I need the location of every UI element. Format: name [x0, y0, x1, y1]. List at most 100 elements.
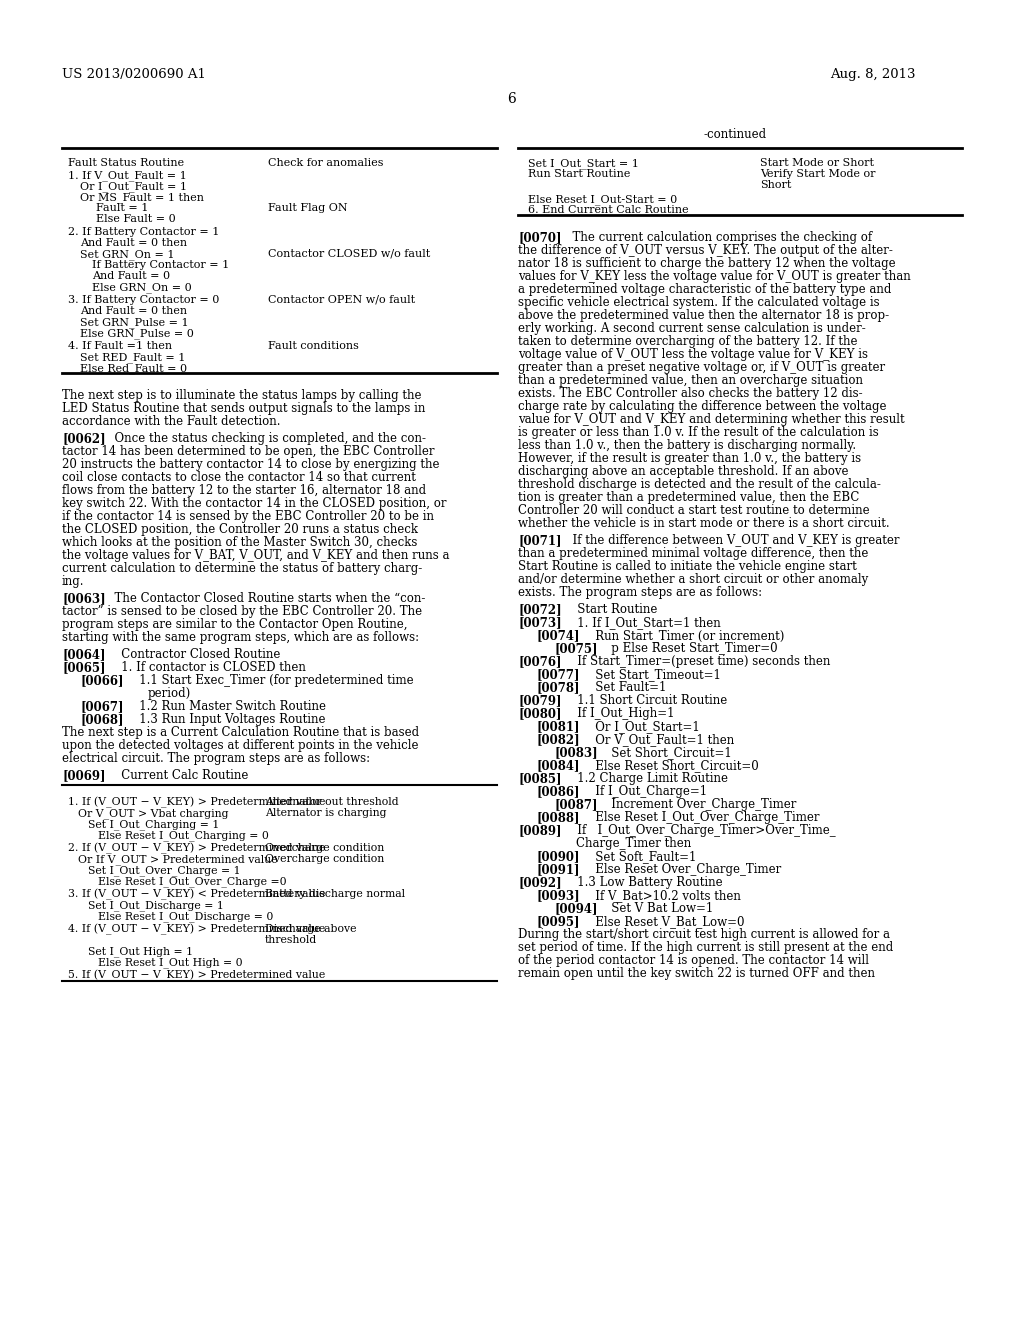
Text: -continued: -continued: [703, 128, 767, 141]
Text: If   I_Out_Over_Charge_Timer>Over_Time_: If I_Out_Over_Charge_Timer>Over_Time_: [566, 824, 836, 837]
Text: 1.3 Low Battery Routine: 1.3 Low Battery Routine: [566, 876, 723, 888]
Text: US 2013/0200690 A1: US 2013/0200690 A1: [62, 69, 206, 81]
Text: Contractor Closed Routine: Contractor Closed Routine: [110, 648, 281, 661]
Text: 6. End Current Calc Routine: 6. End Current Calc Routine: [528, 205, 688, 215]
Text: if the contactor 14 is sensed by the EBC Controller 20 to be in: if the contactor 14 is sensed by the EBC…: [62, 510, 434, 523]
Text: erly working. A second current sense calculation is under-: erly working. A second current sense cal…: [518, 322, 865, 335]
Text: [0062]: [0062]: [62, 432, 105, 445]
Text: Set I_Out High = 1: Set I_Out High = 1: [88, 946, 194, 957]
Text: [0085]: [0085]: [518, 772, 561, 785]
Text: Current Calc Routine: Current Calc Routine: [110, 770, 249, 781]
Text: Else Fault = 0: Else Fault = 0: [96, 214, 176, 224]
Text: exists. The program steps are as follows:: exists. The program steps are as follows…: [518, 586, 762, 599]
Text: 3. If (V_OUT − V_KEY) < Predetermined value: 3. If (V_OUT − V_KEY) < Predetermined va…: [68, 888, 326, 900]
Text: Run Start Routine: Run Start Routine: [528, 169, 631, 180]
Text: 1. If contactor is CLOSED then: 1. If contactor is CLOSED then: [110, 661, 306, 675]
Text: Start Routine: Start Routine: [566, 603, 657, 616]
Text: 1. If (V_OUT − V_KEY) > Predetermined value: 1. If (V_OUT − V_KEY) > Predetermined va…: [68, 797, 326, 808]
Text: p Else Reset Start_Timer=0: p Else Reset Start_Timer=0: [600, 642, 777, 655]
Text: 4. If Fault =1 then: 4. If Fault =1 then: [68, 341, 172, 351]
Text: Or V_Out_Fault=1 then: Or V_Out_Fault=1 then: [584, 733, 734, 746]
Text: [0080]: [0080]: [518, 708, 561, 719]
Text: Set Start_Timeout=1: Set Start_Timeout=1: [584, 668, 721, 681]
Text: [0092]: [0092]: [518, 876, 561, 888]
Text: Else Reset I_Out High = 0: Else Reset I_Out High = 0: [98, 957, 243, 968]
Text: [0081]: [0081]: [536, 719, 580, 733]
Text: 5. If (V_OUT − V_KEY) > Predetermined value: 5. If (V_OUT − V_KEY) > Predetermined va…: [68, 970, 326, 981]
Text: If V_Bat>10.2 volts then: If V_Bat>10.2 volts then: [584, 888, 741, 902]
Text: Else GRN_On = 0: Else GRN_On = 0: [92, 282, 191, 293]
Text: Or MS_Fault = 1 then: Or MS_Fault = 1 then: [80, 191, 204, 203]
Text: If Battery Contactor = 1: If Battery Contactor = 1: [92, 260, 229, 271]
Text: tion is greater than a predetermined value, then the EBC: tion is greater than a predetermined val…: [518, 491, 859, 504]
Text: Set V Bat Low=1: Set V Bat Low=1: [600, 902, 714, 915]
Text: 3. If Battery Contactor = 0: 3. If Battery Contactor = 0: [68, 294, 219, 305]
Text: above the predetermined value then the alternator 18 is prop-: above the predetermined value then the a…: [518, 309, 889, 322]
Text: Or V_OUT > Vbat charging: Or V_OUT > Vbat charging: [78, 808, 228, 818]
Text: of the period contactor 14 is opened. The contactor 14 will: of the period contactor 14 is opened. Th…: [518, 954, 869, 968]
Text: 4. If (V_OUT − V_KEY) > Predetermined value: 4. If (V_OUT − V_KEY) > Predetermined va…: [68, 924, 326, 936]
Text: Or I_Out_Fault = 1: Or I_Out_Fault = 1: [80, 181, 187, 191]
Text: nator 18 is sufficient to charge the battery 12 when the voltage: nator 18 is sufficient to charge the bat…: [518, 257, 896, 271]
Text: 1. If I_Out_Start=1 then: 1. If I_Out_Start=1 then: [566, 616, 721, 630]
Text: Else Reset I_Out_Charging = 0: Else Reset I_Out_Charging = 0: [98, 830, 269, 841]
Text: Contactor CLOSED w/o fault: Contactor CLOSED w/o fault: [268, 249, 430, 259]
Text: Short: Short: [760, 180, 792, 190]
Text: The next step is to illuminate the status lamps by calling the: The next step is to illuminate the statu…: [62, 389, 422, 403]
Text: [0064]: [0064]: [62, 648, 105, 661]
Text: [0086]: [0086]: [536, 785, 580, 799]
Text: Else Reset Short_Circuit=0: Else Reset Short_Circuit=0: [584, 759, 759, 772]
Text: The Contactor Closed Routine starts when the “con-: The Contactor Closed Routine starts when…: [106, 591, 425, 605]
Text: Else Reset I_Out_Over_Charge_Timer: Else Reset I_Out_Over_Charge_Timer: [584, 810, 819, 824]
Text: specific vehicle electrical system. If the calculated voltage is: specific vehicle electrical system. If t…: [518, 296, 880, 309]
Text: The current calculation comprises the checking of: The current calculation comprises the ch…: [565, 231, 872, 244]
Text: And Fault = 0 then: And Fault = 0 then: [80, 306, 187, 315]
Text: tactor 14 has been determined to be open, the EBC Controller: tactor 14 has been determined to be open…: [62, 445, 434, 458]
Text: Battery discharge normal: Battery discharge normal: [265, 888, 406, 899]
Text: [0069]: [0069]: [62, 770, 105, 781]
Text: less than 1.0 v., then the battery is discharging normally.: less than 1.0 v., then the battery is di…: [518, 440, 856, 451]
Text: ing.: ing.: [62, 576, 85, 587]
Text: Or I_Out_Start=1: Or I_Out_Start=1: [584, 719, 699, 733]
Text: LED Status Routine that sends output signals to the lamps in: LED Status Routine that sends output sig…: [62, 403, 425, 414]
Text: 20 instructs the battery contactor 14 to close by energizing the: 20 instructs the battery contactor 14 to…: [62, 458, 439, 471]
Text: Set I_Out_Discharge = 1: Set I_Out_Discharge = 1: [88, 900, 224, 911]
Text: taken to determine overcharging of the battery 12. If the: taken to determine overcharging of the b…: [518, 335, 857, 348]
Text: [0089]: [0089]: [518, 824, 561, 837]
Text: Increment Over_Charge_Timer: Increment Over_Charge_Timer: [600, 799, 797, 810]
Text: the difference of V_OUT versus V_KEY. The output of the alter-: the difference of V_OUT versus V_KEY. Th…: [518, 244, 893, 257]
Text: [0094]: [0094]: [554, 902, 597, 915]
Text: [0070]: [0070]: [518, 231, 561, 244]
Text: 1.1 Short Circuit Routine: 1.1 Short Circuit Routine: [566, 694, 727, 708]
Text: 1. If V_Out_Fault = 1: 1. If V_Out_Fault = 1: [68, 170, 186, 181]
Text: 1.2 Run Master Switch Routine: 1.2 Run Master Switch Routine: [128, 700, 326, 713]
Text: [0078]: [0078]: [536, 681, 580, 694]
Text: flows from the battery 12 to the starter 16, alternator 18 and: flows from the battery 12 to the starter…: [62, 484, 426, 498]
Text: 1.3 Run Input Voltages Routine: 1.3 Run Input Voltages Routine: [128, 713, 326, 726]
Text: If I_Out_High=1: If I_Out_High=1: [566, 708, 675, 719]
Text: Set GRN_Pulse = 1: Set GRN_Pulse = 1: [80, 317, 188, 327]
Text: than a predetermined minimal voltage difference, then the: than a predetermined minimal voltage dif…: [518, 546, 868, 560]
Text: Check for anomalies: Check for anomalies: [268, 158, 384, 168]
Text: Else Reset I_Out_Over_Charge =0: Else Reset I_Out_Over_Charge =0: [98, 876, 287, 887]
Text: upon the detected voltages at different points in the vehicle: upon the detected voltages at different …: [62, 739, 419, 752]
Text: If Start_Timer=(preset time) seconds then: If Start_Timer=(preset time) seconds the…: [566, 655, 830, 668]
Text: During the start/short circuit test high current is allowed for a: During the start/short circuit test high…: [518, 928, 890, 941]
Text: Contactor OPEN w/o fault: Contactor OPEN w/o fault: [268, 294, 415, 305]
Text: the CLOSED position, the Controller 20 runs a status check: the CLOSED position, the Controller 20 r…: [62, 523, 418, 536]
Text: tactor” is sensed to be closed by the EBC Controller 20. The: tactor” is sensed to be closed by the EB…: [62, 605, 422, 618]
Text: 2. If (V_OUT − V_KEY) > Predetermined value: 2. If (V_OUT − V_KEY) > Predetermined va…: [68, 843, 326, 854]
Text: [0093]: [0093]: [536, 888, 580, 902]
Text: set period of time. If the high current is still present at the end: set period of time. If the high current …: [518, 941, 893, 954]
Text: Verify Start Mode or: Verify Start Mode or: [760, 169, 876, 180]
Text: and/or determine whether a short circuit or other anomaly: and/or determine whether a short circuit…: [518, 573, 868, 586]
Text: [0074]: [0074]: [536, 630, 580, 642]
Text: [0095]: [0095]: [536, 915, 580, 928]
Text: Else Reset V_Bat_Low=0: Else Reset V_Bat_Low=0: [584, 915, 744, 928]
Text: [0072]: [0072]: [518, 603, 561, 616]
Text: [0077]: [0077]: [536, 668, 580, 681]
Text: 1.2 Charge Limit Routine: 1.2 Charge Limit Routine: [566, 772, 728, 785]
Text: [0073]: [0073]: [518, 616, 561, 630]
Text: [0084]: [0084]: [536, 759, 580, 772]
Text: [0067]: [0067]: [80, 700, 124, 713]
